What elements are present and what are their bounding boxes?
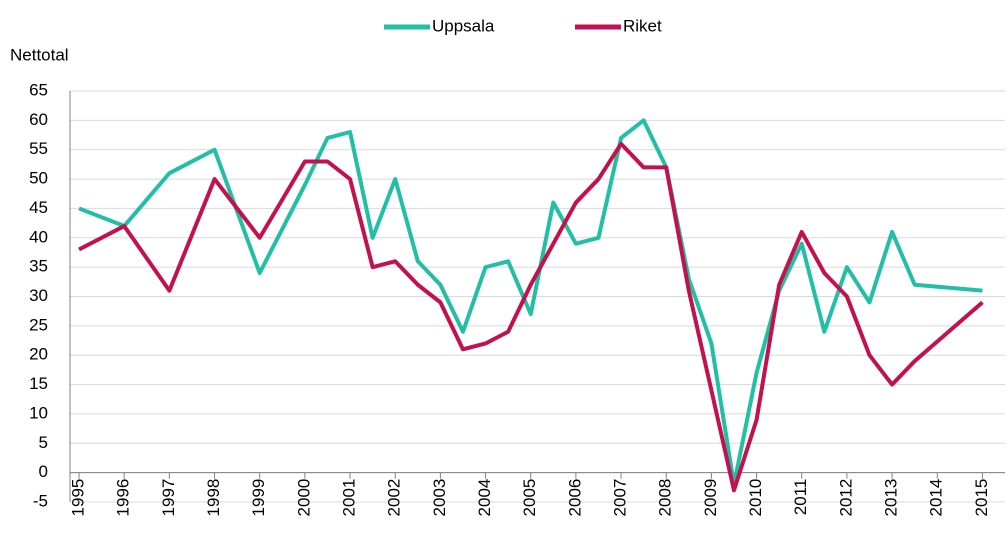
y-tick-label: -5 [33,491,48,510]
x-tick-label: 2013 [882,479,901,517]
y-tick-label: 55 [29,139,48,158]
x-tick-label: 2015 [972,479,991,517]
x-tick-label: 2007 [611,479,630,517]
x-tick-label: 1996 [114,479,133,517]
y-tick-label: 20 [29,345,48,364]
y-tick-label: 65 [29,80,48,99]
x-tick-label: 1999 [249,479,268,517]
y-tick-label: 45 [29,198,48,217]
legend-label: Riket [623,16,662,35]
y-tick-label: 10 [29,403,48,422]
x-tick-label: 2002 [385,479,404,517]
x-tick-label: 2004 [475,479,494,517]
x-tick-label: 1998 [204,479,223,517]
x-tick-label: 2001 [340,479,359,517]
x-tick-label: 2003 [430,479,449,517]
x-tick-label: 2010 [746,479,765,517]
x-tick-label: 2008 [656,479,675,517]
x-tick-label: 2014 [927,479,946,517]
series-line [78,141,984,493]
x-tick-label: 2009 [701,479,720,517]
y-tick-label: 0 [39,462,48,481]
y-tick-label: 25 [29,315,48,334]
y-tick-label: 60 [29,110,48,129]
x-tick-label: 2000 [294,479,313,517]
y-axis-label: Nettotal [10,45,69,64]
y-tick-label: 40 [29,227,48,246]
x-tick-label: 2011 [791,479,810,516]
y-tick-label: 35 [29,257,48,276]
y-tick-label: 30 [29,286,48,305]
x-tick-label: 1995 [69,479,88,517]
y-tick-label: 50 [29,169,48,188]
legend-label: Uppsala [432,16,495,35]
x-tick-label: 2012 [836,479,855,517]
x-tick-label: 1997 [159,479,178,517]
y-tick-label: 5 [39,433,48,452]
y-tick-label: 15 [29,374,48,393]
series-line [78,118,983,487]
x-tick-label: 2006 [565,479,584,517]
x-tick-label: 2005 [520,479,539,517]
